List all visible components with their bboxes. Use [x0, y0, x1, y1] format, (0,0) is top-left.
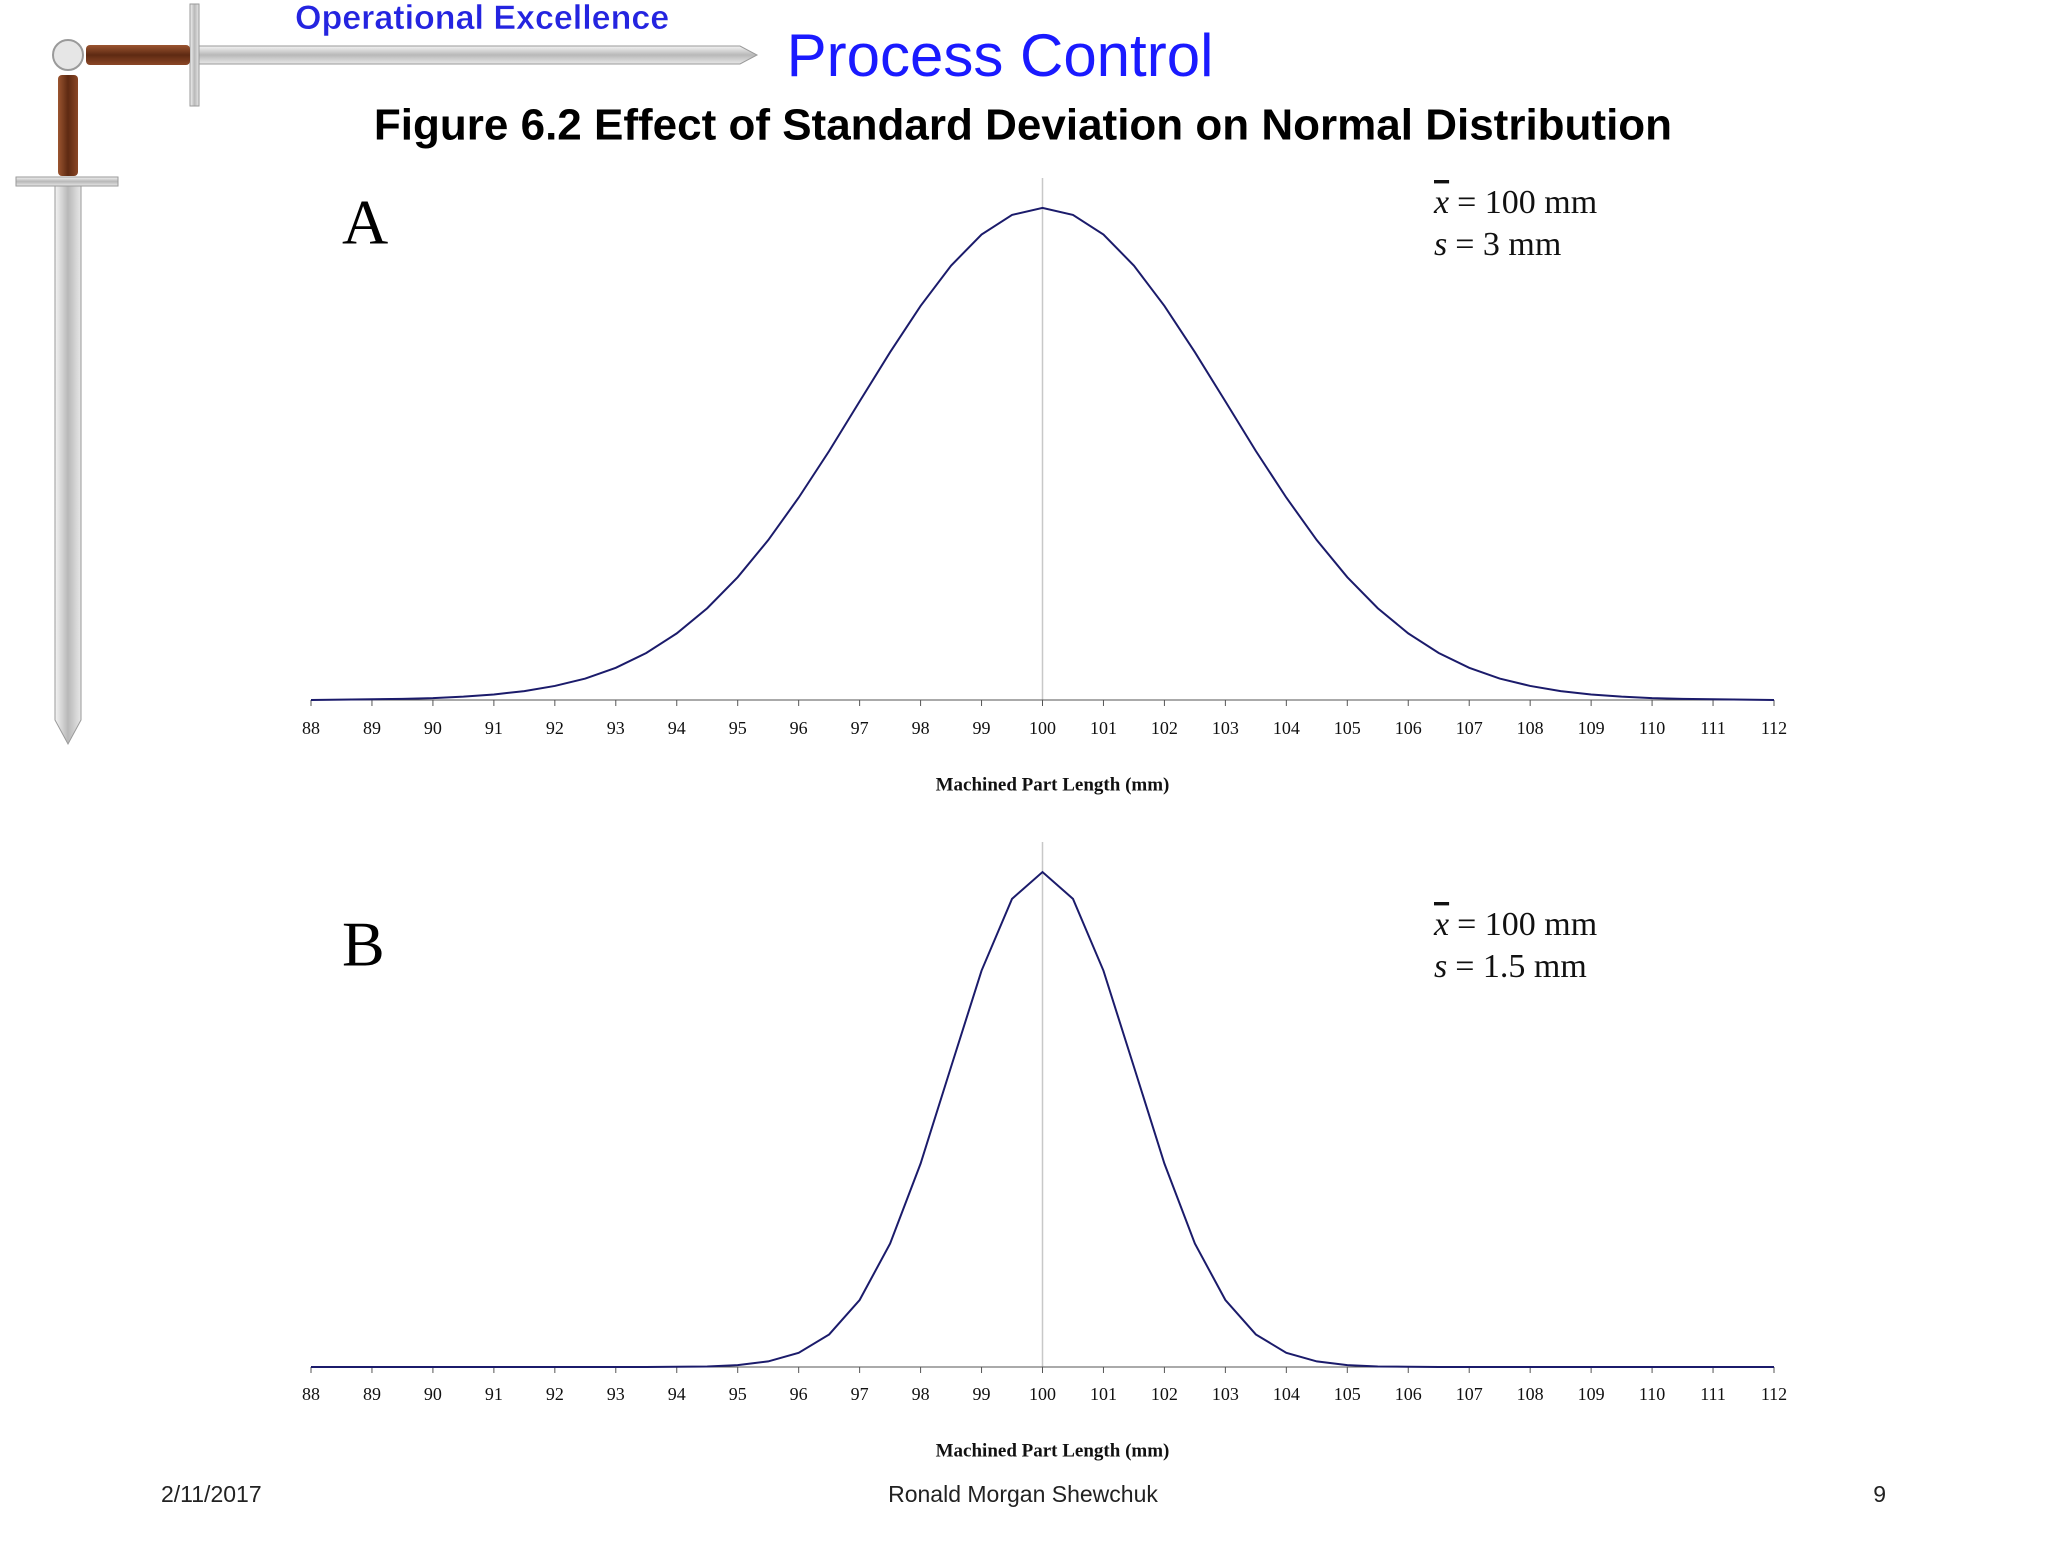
x-tick-label: 99	[973, 1384, 991, 1404]
x-tick-label: 110	[1639, 1384, 1665, 1404]
panel-label: B	[342, 909, 385, 980]
x-tick-label: 99	[973, 718, 991, 738]
curve	[311, 870, 1774, 1368]
chart: 88 89 90 91 92 93 94 95 96 97 98 99 100 101 102 103 104 1…	[302, 842, 1787, 1461]
x-tick-label: 98	[912, 718, 930, 738]
x-tick-label: 101	[1090, 1384, 1117, 1404]
annotation-symbol: s	[1434, 226, 1447, 263]
x-tick-label: 103	[1212, 1384, 1239, 1404]
curve	[310, 206, 1775, 701]
x-tick-label: 95	[729, 718, 747, 738]
x-tick-label: 88	[302, 718, 320, 738]
x-tick-label: 90	[424, 1384, 442, 1404]
x-tick-label: 102	[1151, 718, 1178, 738]
x-tick-label: 89	[363, 718, 381, 738]
sword-logo-vertical	[15, 75, 119, 746]
figure-title: Figure 6.2 Effect of Standard Deviation …	[374, 101, 1672, 150]
x-tick-label: 104	[1273, 718, 1300, 738]
footer-page: 9	[1873, 1481, 1886, 1507]
x-tick-label: 96	[790, 718, 808, 738]
x-tick-label: 111	[1700, 1384, 1726, 1404]
x-tick-label: 102	[1151, 1384, 1178, 1404]
x-tick-label: 97	[851, 718, 869, 738]
panel-label: A	[342, 187, 388, 258]
x-axis-label: Machined Part Length (mm)	[936, 1440, 1170, 1461]
x-tick-label: 101	[1090, 718, 1117, 738]
x-tick-label: 94	[668, 718, 686, 738]
x-tick-label: 111	[1700, 718, 1726, 738]
annotation-text: = 100 mm	[1457, 906, 1597, 943]
x-tick-label: 108	[1517, 1384, 1544, 1404]
x-tick-label: 91	[485, 1384, 503, 1404]
x-tick-label: 112	[1761, 718, 1787, 738]
x-tick-label: 90	[424, 718, 442, 738]
annotation-text: = 3 mm	[1455, 226, 1561, 263]
x-tick-label: 110	[1639, 718, 1665, 738]
x-axis-label: Machined Part Length (mm)	[936, 774, 1170, 795]
annotation: x = 100 mm	[1433, 184, 1597, 221]
x-tick-label: 100	[1029, 1384, 1056, 1404]
x-tick-label: 96	[790, 1384, 808, 1404]
x-tick-label: 109	[1578, 1384, 1605, 1404]
x-tick-label: 98	[912, 1384, 930, 1404]
annotation: s = 1.5 mm	[1434, 948, 1587, 985]
annotation: x = 100 mm	[1433, 906, 1597, 943]
annotation-symbol: s	[1434, 948, 1447, 985]
x-tick-label: 100	[1029, 718, 1056, 738]
x-tick-label: 105	[1334, 1384, 1361, 1404]
x-tick-label: 107	[1456, 718, 1483, 738]
x-tick-label: 95	[729, 1384, 747, 1404]
x-tick-label: 91	[485, 718, 503, 738]
sword-logo-horizontal	[52, 3, 759, 107]
chart: 88 89 90 91 92 93 94 95 96 97 98 99 100 101 102 103 104 1…	[302, 178, 1787, 795]
charts: 88 89 90 91 92 93 94 95 96 97 98 99 100 101 102 103 104 1…	[302, 178, 1787, 1461]
x-tick-label: 109	[1578, 718, 1605, 738]
x-tick-label: 104	[1273, 1384, 1300, 1404]
x-tick-label: 108	[1517, 718, 1544, 738]
x-tick-label: 97	[851, 1384, 869, 1404]
x-tick-label: 93	[607, 1384, 625, 1404]
x-tick-label: 105	[1334, 718, 1361, 738]
slide-title: Process Control	[787, 22, 1214, 89]
footer-author: Ronald Morgan Shewchuk	[888, 1481, 1158, 1507]
annotation-symbol: x	[1433, 184, 1449, 221]
x-tick-label: 93	[607, 718, 625, 738]
x-tick-label: 94	[668, 1384, 686, 1404]
x-tick-label: 103	[1212, 718, 1239, 738]
x-tick-label: 106	[1395, 1384, 1422, 1404]
annotation-text: = 1.5 mm	[1455, 948, 1587, 985]
annotation-text: = 100 mm	[1457, 184, 1597, 221]
footer-date: 2/11/2017	[161, 1481, 262, 1507]
x-tick-label: 92	[546, 1384, 564, 1404]
brand: Operational Excellence	[295, 0, 669, 37]
x-tick-label: 106	[1395, 718, 1422, 738]
x-tick-label: 112	[1761, 1384, 1787, 1404]
annotation: s = 3 mm	[1434, 226, 1561, 263]
annotation-symbol: x	[1433, 906, 1449, 943]
x-tick-label: 92	[546, 718, 564, 738]
x-tick-label: 107	[1456, 1384, 1483, 1404]
x-tick-label: 89	[363, 1384, 381, 1404]
x-tick-label: 88	[302, 1384, 320, 1404]
